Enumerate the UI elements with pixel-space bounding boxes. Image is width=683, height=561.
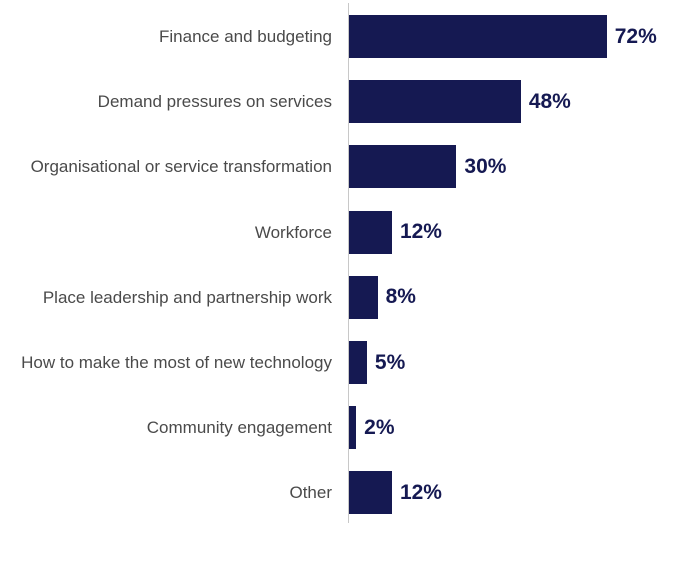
value-label: 5% (374, 350, 406, 374)
bar (349, 341, 367, 384)
value-label: 30% (464, 154, 507, 178)
category-label: How to make the most of new technology (21, 353, 332, 372)
value-label: 12% (399, 220, 442, 244)
category-label: Other (289, 483, 332, 503)
category-label: Finance and budgeting (159, 27, 332, 46)
category-label: Demand pressures on services (97, 92, 332, 112)
bar (349, 80, 521, 124)
bar (349, 275, 378, 319)
category-label: Community engagement (146, 418, 332, 438)
category-label: Organisational or service transformation (30, 157, 332, 177)
category-label: Workforce (254, 222, 332, 242)
axis-line (348, 3, 349, 523)
bar (349, 471, 392, 515)
value-label: 48% (528, 89, 571, 113)
bar (349, 210, 392, 254)
value-label: 72% (614, 24, 657, 48)
bar (349, 145, 457, 189)
category-label: Place leadership and partnership work (42, 287, 332, 307)
bar (349, 15, 607, 58)
bar (349, 406, 357, 450)
value-label: 12% (399, 480, 442, 504)
value-label: 2% (364, 415, 395, 439)
value-label: 8% (385, 285, 416, 309)
